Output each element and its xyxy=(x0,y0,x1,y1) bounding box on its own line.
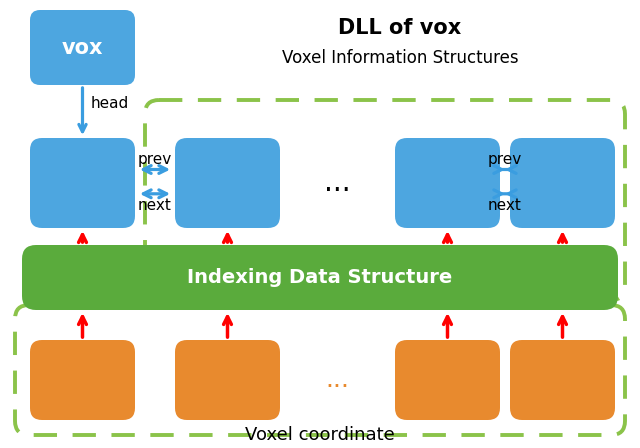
FancyBboxPatch shape xyxy=(395,340,500,420)
Text: vox: vox xyxy=(61,38,103,57)
Text: prev: prev xyxy=(488,152,522,167)
FancyBboxPatch shape xyxy=(175,340,280,420)
Text: next: next xyxy=(138,198,172,213)
Text: Voxel coordinate: Voxel coordinate xyxy=(245,426,395,444)
Text: Indexing Data Structure: Indexing Data Structure xyxy=(188,268,452,287)
FancyBboxPatch shape xyxy=(395,138,500,228)
FancyBboxPatch shape xyxy=(30,138,135,228)
FancyBboxPatch shape xyxy=(175,138,280,228)
Text: DLL of vox: DLL of vox xyxy=(339,18,461,38)
FancyBboxPatch shape xyxy=(30,340,135,420)
Text: ...: ... xyxy=(326,368,349,392)
Text: prev: prev xyxy=(138,152,172,167)
FancyBboxPatch shape xyxy=(510,138,615,228)
Text: ...: ... xyxy=(324,169,351,197)
FancyBboxPatch shape xyxy=(22,245,618,310)
Text: next: next xyxy=(488,198,522,213)
FancyBboxPatch shape xyxy=(510,340,615,420)
Text: head: head xyxy=(90,95,129,111)
Text: Voxel Information Structures: Voxel Information Structures xyxy=(282,49,518,67)
FancyBboxPatch shape xyxy=(30,10,135,85)
